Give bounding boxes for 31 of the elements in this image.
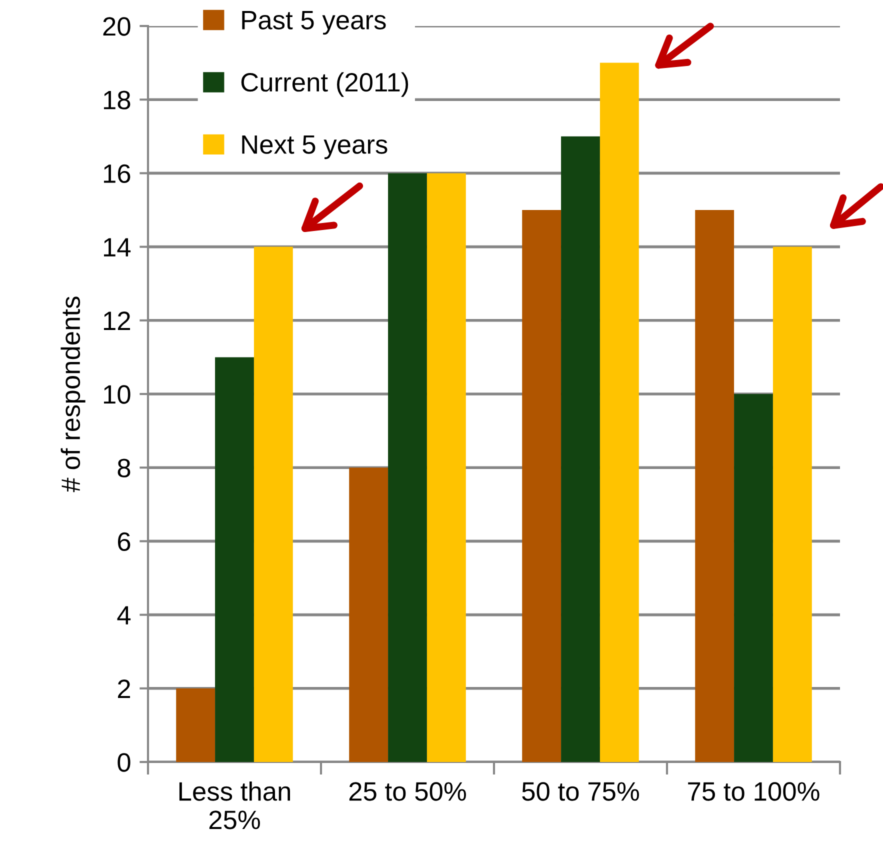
bar: [734, 394, 773, 762]
bar: [522, 210, 562, 762]
y-tick-label: 8: [118, 458, 130, 478]
y-tick-label: 16: [104, 164, 130, 184]
bar: [426, 173, 466, 762]
y-tick-label: 10: [104, 385, 130, 404]
bar: [772, 246, 812, 762]
y-tick-label: 4: [117, 606, 131, 624]
y-tick-label: 12: [104, 312, 130, 330]
y-tick-label: 6: [118, 532, 130, 552]
x-tick-label: 25 to 50%: [349, 782, 466, 801]
bar: [349, 468, 388, 762]
x-tick-label: 50 to 75%: [522, 782, 639, 801]
legend-label: Next 5 years: [242, 135, 388, 160]
y-tick-label: 20: [103, 17, 130, 36]
bar: [695, 210, 734, 762]
bar: [215, 357, 254, 762]
bar: [388, 173, 427, 762]
bar: [254, 246, 293, 762]
y-tick-label: 2: [118, 680, 130, 698]
y-tick-label: 18: [104, 90, 130, 110]
legend-label: Past 5 years: [242, 11, 386, 35]
y-tick-label: 14: [104, 238, 131, 256]
y-tick-label: 0: [118, 753, 130, 772]
x-tick-label: Less than 25%: [179, 781, 290, 830]
x-tick-label: 75 to 100%: [688, 782, 820, 801]
bar: [561, 136, 600, 762]
bar: [176, 688, 216, 762]
legend-label: Current (2011): [241, 72, 408, 97]
bar: [600, 62, 639, 762]
y-axis-title: # of respondents: [60, 296, 86, 492]
